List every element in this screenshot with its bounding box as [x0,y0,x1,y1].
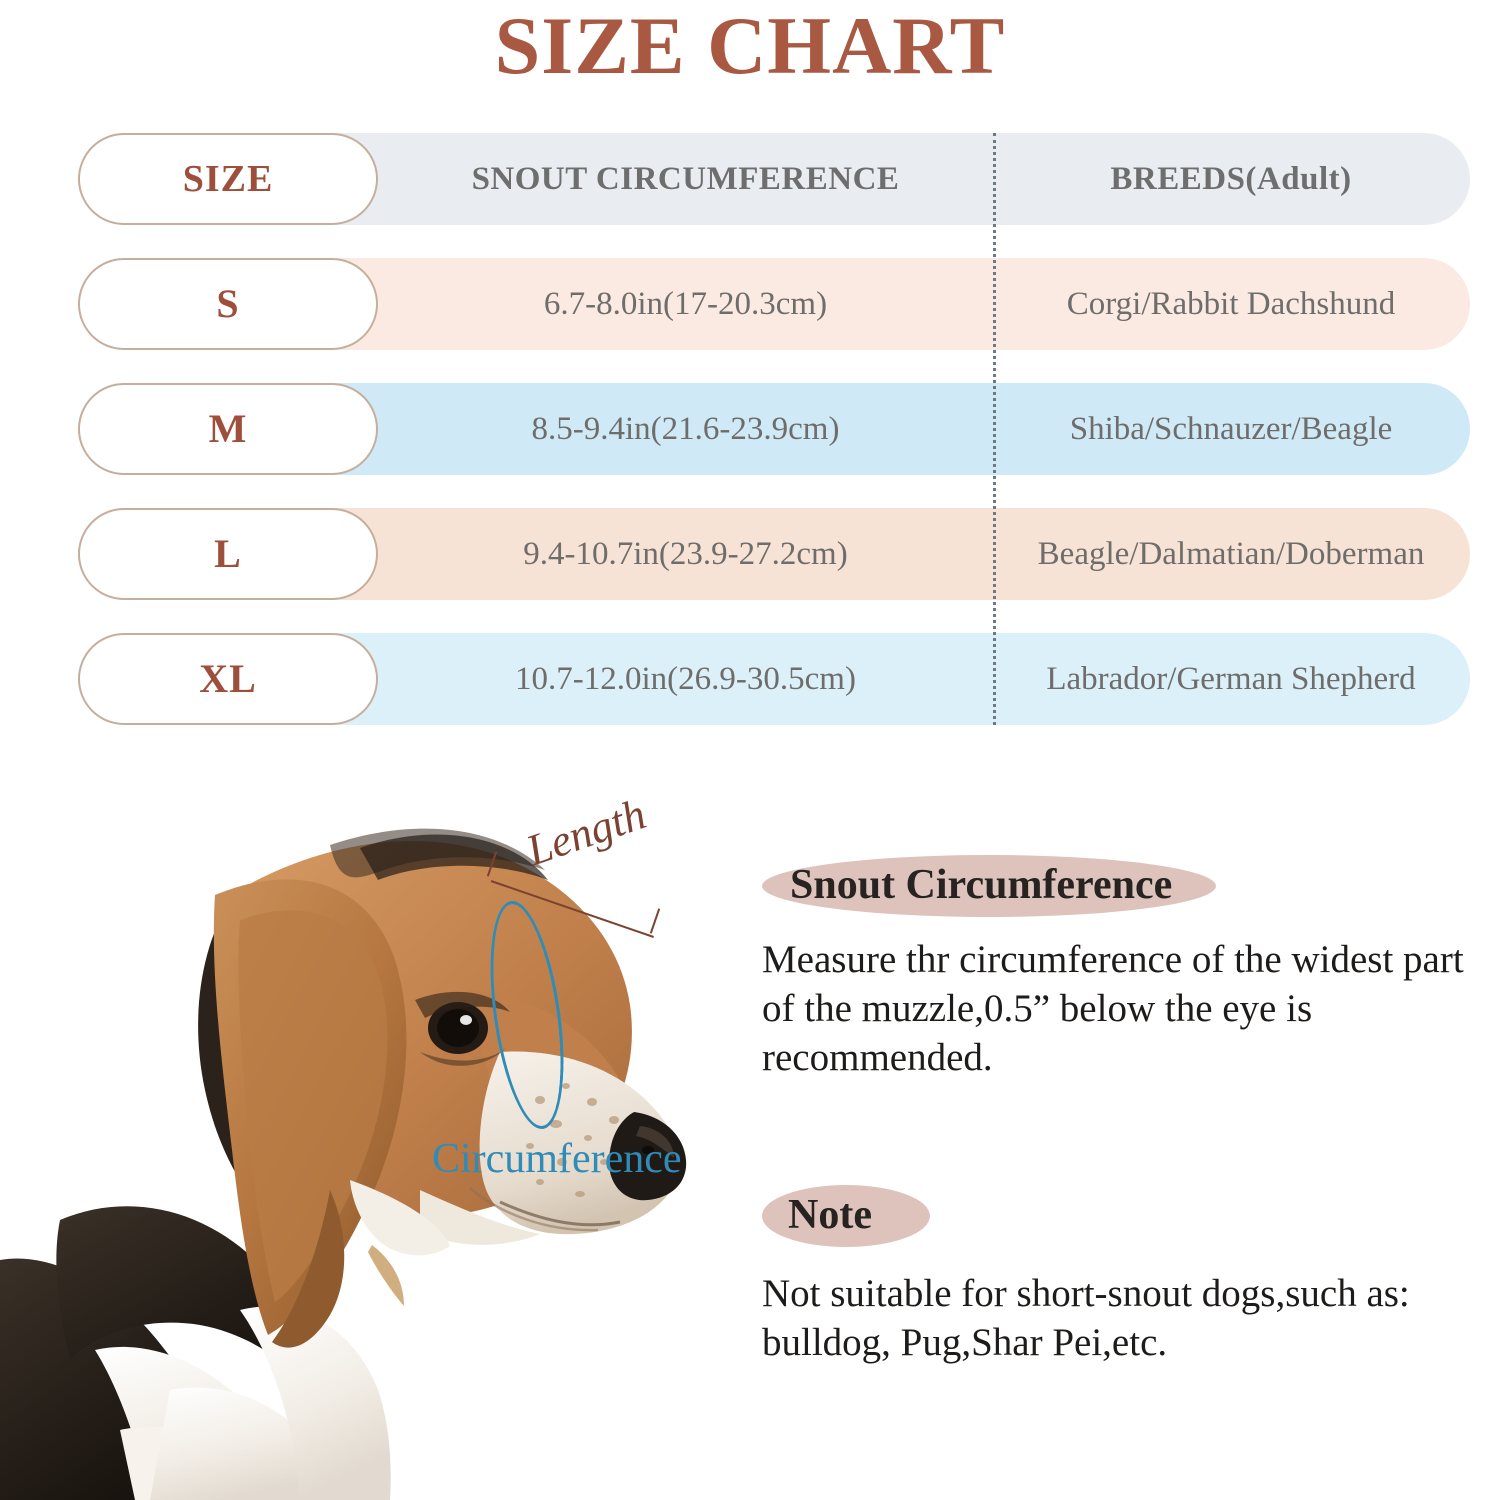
breeds-value-l: Beagle/Dalmatian/Doberman [1037,535,1425,572]
size-chart-table: SIZE SNOUT CIRCUMFERENCE BREEDS(Adult) S… [78,133,1470,733]
column-divider-dotted [993,133,996,725]
page-title: SIZE CHART [494,0,1006,91]
dog-photo [0,790,700,1500]
table-header-row: SIZE SNOUT CIRCUMFERENCE BREEDS(Adult) [78,133,1470,225]
column-header-breeds: BREEDS(Adult) [1110,160,1352,197]
table-row: S 6.7-8.0in(17-20.3cm) Corgi/Rabbit Dach… [78,258,1470,350]
table-row: XL 10.7-12.0in(26.9-30.5cm) Labrador/Ger… [78,633,1470,725]
cell-breeds-xl: Labrador/German Shepherd [1008,633,1470,725]
snout-value-xl: 10.7-12.0in(26.9-30.5cm) [515,660,856,697]
size-pill-m: M [78,383,378,475]
size-pill-xl: XL [78,633,378,725]
cell-breeds-l: Beagle/Dalmatian/Doberman [1008,508,1470,600]
badge-label-note: Note [788,1192,872,1238]
badge-snout-circumference: Snout Circumference [762,855,1217,918]
cell-breeds-m: Shiba/Schnauzer/Beagle [1008,383,1470,475]
size-pill-l: L [78,508,378,600]
header-cell-breeds: BREEDS(Adult) [1008,133,1470,225]
cell-snout-s: 6.7-8.0in(17-20.3cm) [378,258,993,350]
column-header-size: SIZE [182,158,274,200]
column-header-snout-circumference: SNOUT CIRCUMFERENCE [471,160,900,197]
info-body-note: Not suitable for short-snout dogs,such a… [762,1272,1410,1365]
cell-snout-l: 9.4-10.7in(23.9-27.2cm) [378,508,993,600]
info-section-snout-circumference: Snout Circumference Measure thr circumfe… [762,855,1492,1082]
cell-snout-xl: 10.7-12.0in(26.9-30.5cm) [378,633,993,725]
header-cell-snout: SNOUT CIRCUMFERENCE [378,133,993,225]
snout-value-s: 6.7-8.0in(17-20.3cm) [543,285,828,322]
cell-breeds-s: Corgi/Rabbit Dachshund [1008,258,1470,350]
circumference-label: Circumference [432,1136,682,1182]
breeds-value-m: Shiba/Schnauzer/Beagle [1069,410,1393,447]
size-label-xl: XL [199,656,257,701]
table-row: L 9.4-10.7in(23.9-27.2cm) Beagle/Dalmati… [78,508,1470,600]
header-size-pill: SIZE [78,133,378,225]
badge-label-snout-circumference: Snout Circumference [790,862,1173,908]
size-label-m: M [208,406,248,451]
cell-snout-m: 8.5-9.4in(21.6-23.9cm) [378,383,993,475]
size-pill-s: S [78,258,378,350]
size-label-s: S [216,281,240,326]
info-body-snout-circumference: Measure thr circumference of the widest … [762,938,1464,1080]
snout-value-m: 8.5-9.4in(21.6-23.9cm) [531,410,840,447]
size-label-l: L [214,531,242,576]
info-section-note: Note Not suitable for short-snout dogs,s… [762,1185,1492,1367]
snout-value-l: 9.4-10.7in(23.9-27.2cm) [523,535,848,572]
breeds-value-s: Corgi/Rabbit Dachshund [1066,285,1396,322]
badge-note: Note [762,1185,930,1248]
table-row: M 8.5-9.4in(21.6-23.9cm) Shiba/Schnauzer… [78,383,1470,475]
breeds-value-xl: Labrador/German Shepherd [1046,660,1416,697]
